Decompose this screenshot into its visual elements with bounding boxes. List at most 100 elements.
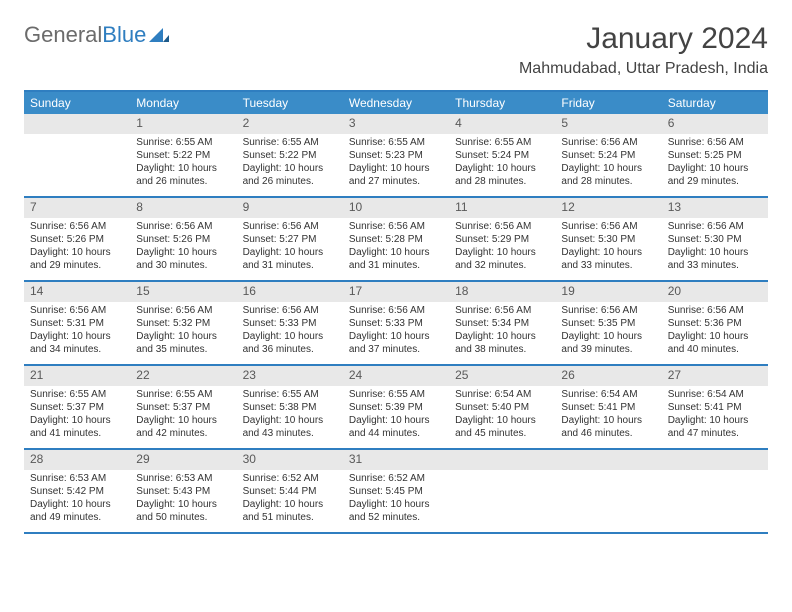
day-details: Sunrise: 6:52 AMSunset: 5:44 PMDaylight:…	[237, 470, 343, 528]
day-daylight2: and 51 minutes.	[243, 511, 337, 524]
week-row: 1Sunrise: 6:55 AMSunset: 5:22 PMDaylight…	[24, 114, 768, 198]
day-daylight1: Daylight: 10 hours	[668, 414, 762, 427]
day-cell: 23Sunrise: 6:55 AMSunset: 5:38 PMDayligh…	[237, 366, 343, 448]
day-daylight2: and 29 minutes.	[668, 175, 762, 188]
day-sunrise: Sunrise: 6:55 AM	[30, 388, 124, 401]
day-number: 8	[130, 198, 236, 218]
day-cell	[24, 114, 130, 196]
day-details: Sunrise: 6:54 AMSunset: 5:41 PMDaylight:…	[555, 386, 661, 444]
day-cell: 5Sunrise: 6:56 AMSunset: 5:24 PMDaylight…	[555, 114, 661, 196]
day-daylight2: and 52 minutes.	[349, 511, 443, 524]
day-details: Sunrise: 6:56 AMSunset: 5:28 PMDaylight:…	[343, 218, 449, 276]
day-number: 5	[555, 114, 661, 134]
day-daylight2: and 30 minutes.	[136, 259, 230, 272]
day-sunrise: Sunrise: 6:56 AM	[30, 304, 124, 317]
day-details: Sunrise: 6:56 AMSunset: 5:27 PMDaylight:…	[237, 218, 343, 276]
day-number: 25	[449, 366, 555, 386]
day-sunset: Sunset: 5:25 PM	[668, 149, 762, 162]
day-details: Sunrise: 6:56 AMSunset: 5:26 PMDaylight:…	[24, 218, 130, 276]
day-details: Sunrise: 6:55 AMSunset: 5:23 PMDaylight:…	[343, 134, 449, 192]
day-sunrise: Sunrise: 6:56 AM	[30, 220, 124, 233]
day-sunrise: Sunrise: 6:56 AM	[349, 304, 443, 317]
day-sunset: Sunset: 5:33 PM	[243, 317, 337, 330]
day-number: 29	[130, 450, 236, 470]
day-number: 28	[24, 450, 130, 470]
weekday-header: Saturday	[662, 92, 768, 114]
day-number: 17	[343, 282, 449, 302]
day-details: Sunrise: 6:56 AMSunset: 5:24 PMDaylight:…	[555, 134, 661, 192]
day-daylight1: Daylight: 10 hours	[349, 414, 443, 427]
day-number: 26	[555, 366, 661, 386]
day-daylight1: Daylight: 10 hours	[349, 498, 443, 511]
day-number: 11	[449, 198, 555, 218]
day-number	[24, 114, 130, 134]
day-number: 27	[662, 366, 768, 386]
weekday-header: Tuesday	[237, 92, 343, 114]
day-cell: 22Sunrise: 6:55 AMSunset: 5:37 PMDayligh…	[130, 366, 236, 448]
day-sunrise: Sunrise: 6:56 AM	[136, 220, 230, 233]
week-row: 14Sunrise: 6:56 AMSunset: 5:31 PMDayligh…	[24, 282, 768, 366]
day-sunset: Sunset: 5:37 PM	[136, 401, 230, 414]
day-daylight1: Daylight: 10 hours	[136, 498, 230, 511]
day-daylight1: Daylight: 10 hours	[455, 162, 549, 175]
day-sunset: Sunset: 5:31 PM	[30, 317, 124, 330]
day-cell: 21Sunrise: 6:55 AMSunset: 5:37 PMDayligh…	[24, 366, 130, 448]
day-number: 18	[449, 282, 555, 302]
day-daylight2: and 38 minutes.	[455, 343, 549, 356]
weekday-header: Sunday	[24, 92, 130, 114]
day-cell: 1Sunrise: 6:55 AMSunset: 5:22 PMDaylight…	[130, 114, 236, 196]
day-sunrise: Sunrise: 6:53 AM	[136, 472, 230, 485]
day-cell: 15Sunrise: 6:56 AMSunset: 5:32 PMDayligh…	[130, 282, 236, 364]
day-cell: 29Sunrise: 6:53 AMSunset: 5:43 PMDayligh…	[130, 450, 236, 532]
day-number: 30	[237, 450, 343, 470]
day-number: 23	[237, 366, 343, 386]
title-block: January 2024 Mahmudabad, Uttar Pradesh, …	[519, 22, 768, 78]
day-details: Sunrise: 6:56 AMSunset: 5:34 PMDaylight:…	[449, 302, 555, 360]
day-daylight1: Daylight: 10 hours	[243, 498, 337, 511]
day-cell: 18Sunrise: 6:56 AMSunset: 5:34 PMDayligh…	[449, 282, 555, 364]
weekday-header: Monday	[130, 92, 236, 114]
location-text: Mahmudabad, Uttar Pradesh, India	[519, 60, 768, 78]
day-details: Sunrise: 6:55 AMSunset: 5:37 PMDaylight:…	[24, 386, 130, 444]
day-details: Sunrise: 6:56 AMSunset: 5:33 PMDaylight:…	[343, 302, 449, 360]
day-number: 20	[662, 282, 768, 302]
day-details: Sunrise: 6:56 AMSunset: 5:32 PMDaylight:…	[130, 302, 236, 360]
day-daylight1: Daylight: 10 hours	[243, 330, 337, 343]
day-sunrise: Sunrise: 6:56 AM	[243, 220, 337, 233]
day-cell	[555, 450, 661, 532]
day-cell: 19Sunrise: 6:56 AMSunset: 5:35 PMDayligh…	[555, 282, 661, 364]
week-row: 7Sunrise: 6:56 AMSunset: 5:26 PMDaylight…	[24, 198, 768, 282]
day-daylight1: Daylight: 10 hours	[561, 414, 655, 427]
day-sunrise: Sunrise: 6:56 AM	[455, 220, 549, 233]
day-number: 1	[130, 114, 236, 134]
day-cell: 20Sunrise: 6:56 AMSunset: 5:36 PMDayligh…	[662, 282, 768, 364]
day-daylight1: Daylight: 10 hours	[455, 246, 549, 259]
day-daylight1: Daylight: 10 hours	[349, 162, 443, 175]
day-cell	[662, 450, 768, 532]
day-sunset: Sunset: 5:36 PM	[668, 317, 762, 330]
day-daylight1: Daylight: 10 hours	[243, 414, 337, 427]
day-daylight2: and 33 minutes.	[668, 259, 762, 272]
day-details: Sunrise: 6:56 AMSunset: 5:36 PMDaylight:…	[662, 302, 768, 360]
day-daylight2: and 49 minutes.	[30, 511, 124, 524]
day-number: 19	[555, 282, 661, 302]
day-cell: 24Sunrise: 6:55 AMSunset: 5:39 PMDayligh…	[343, 366, 449, 448]
day-sunrise: Sunrise: 6:56 AM	[455, 304, 549, 317]
day-daylight1: Daylight: 10 hours	[668, 246, 762, 259]
day-number: 13	[662, 198, 768, 218]
day-daylight1: Daylight: 10 hours	[455, 330, 549, 343]
day-number: 31	[343, 450, 449, 470]
weekday-header-row: Sunday Monday Tuesday Wednesday Thursday…	[24, 92, 768, 114]
day-daylight1: Daylight: 10 hours	[136, 330, 230, 343]
day-cell: 13Sunrise: 6:56 AMSunset: 5:30 PMDayligh…	[662, 198, 768, 280]
day-daylight2: and 27 minutes.	[349, 175, 443, 188]
day-daylight2: and 40 minutes.	[668, 343, 762, 356]
day-daylight1: Daylight: 10 hours	[668, 330, 762, 343]
day-daylight1: Daylight: 10 hours	[30, 246, 124, 259]
day-details: Sunrise: 6:56 AMSunset: 5:26 PMDaylight:…	[130, 218, 236, 276]
day-sunrise: Sunrise: 6:56 AM	[561, 220, 655, 233]
day-sunrise: Sunrise: 6:56 AM	[136, 304, 230, 317]
day-number: 2	[237, 114, 343, 134]
day-sunset: Sunset: 5:22 PM	[243, 149, 337, 162]
day-cell: 9Sunrise: 6:56 AMSunset: 5:27 PMDaylight…	[237, 198, 343, 280]
